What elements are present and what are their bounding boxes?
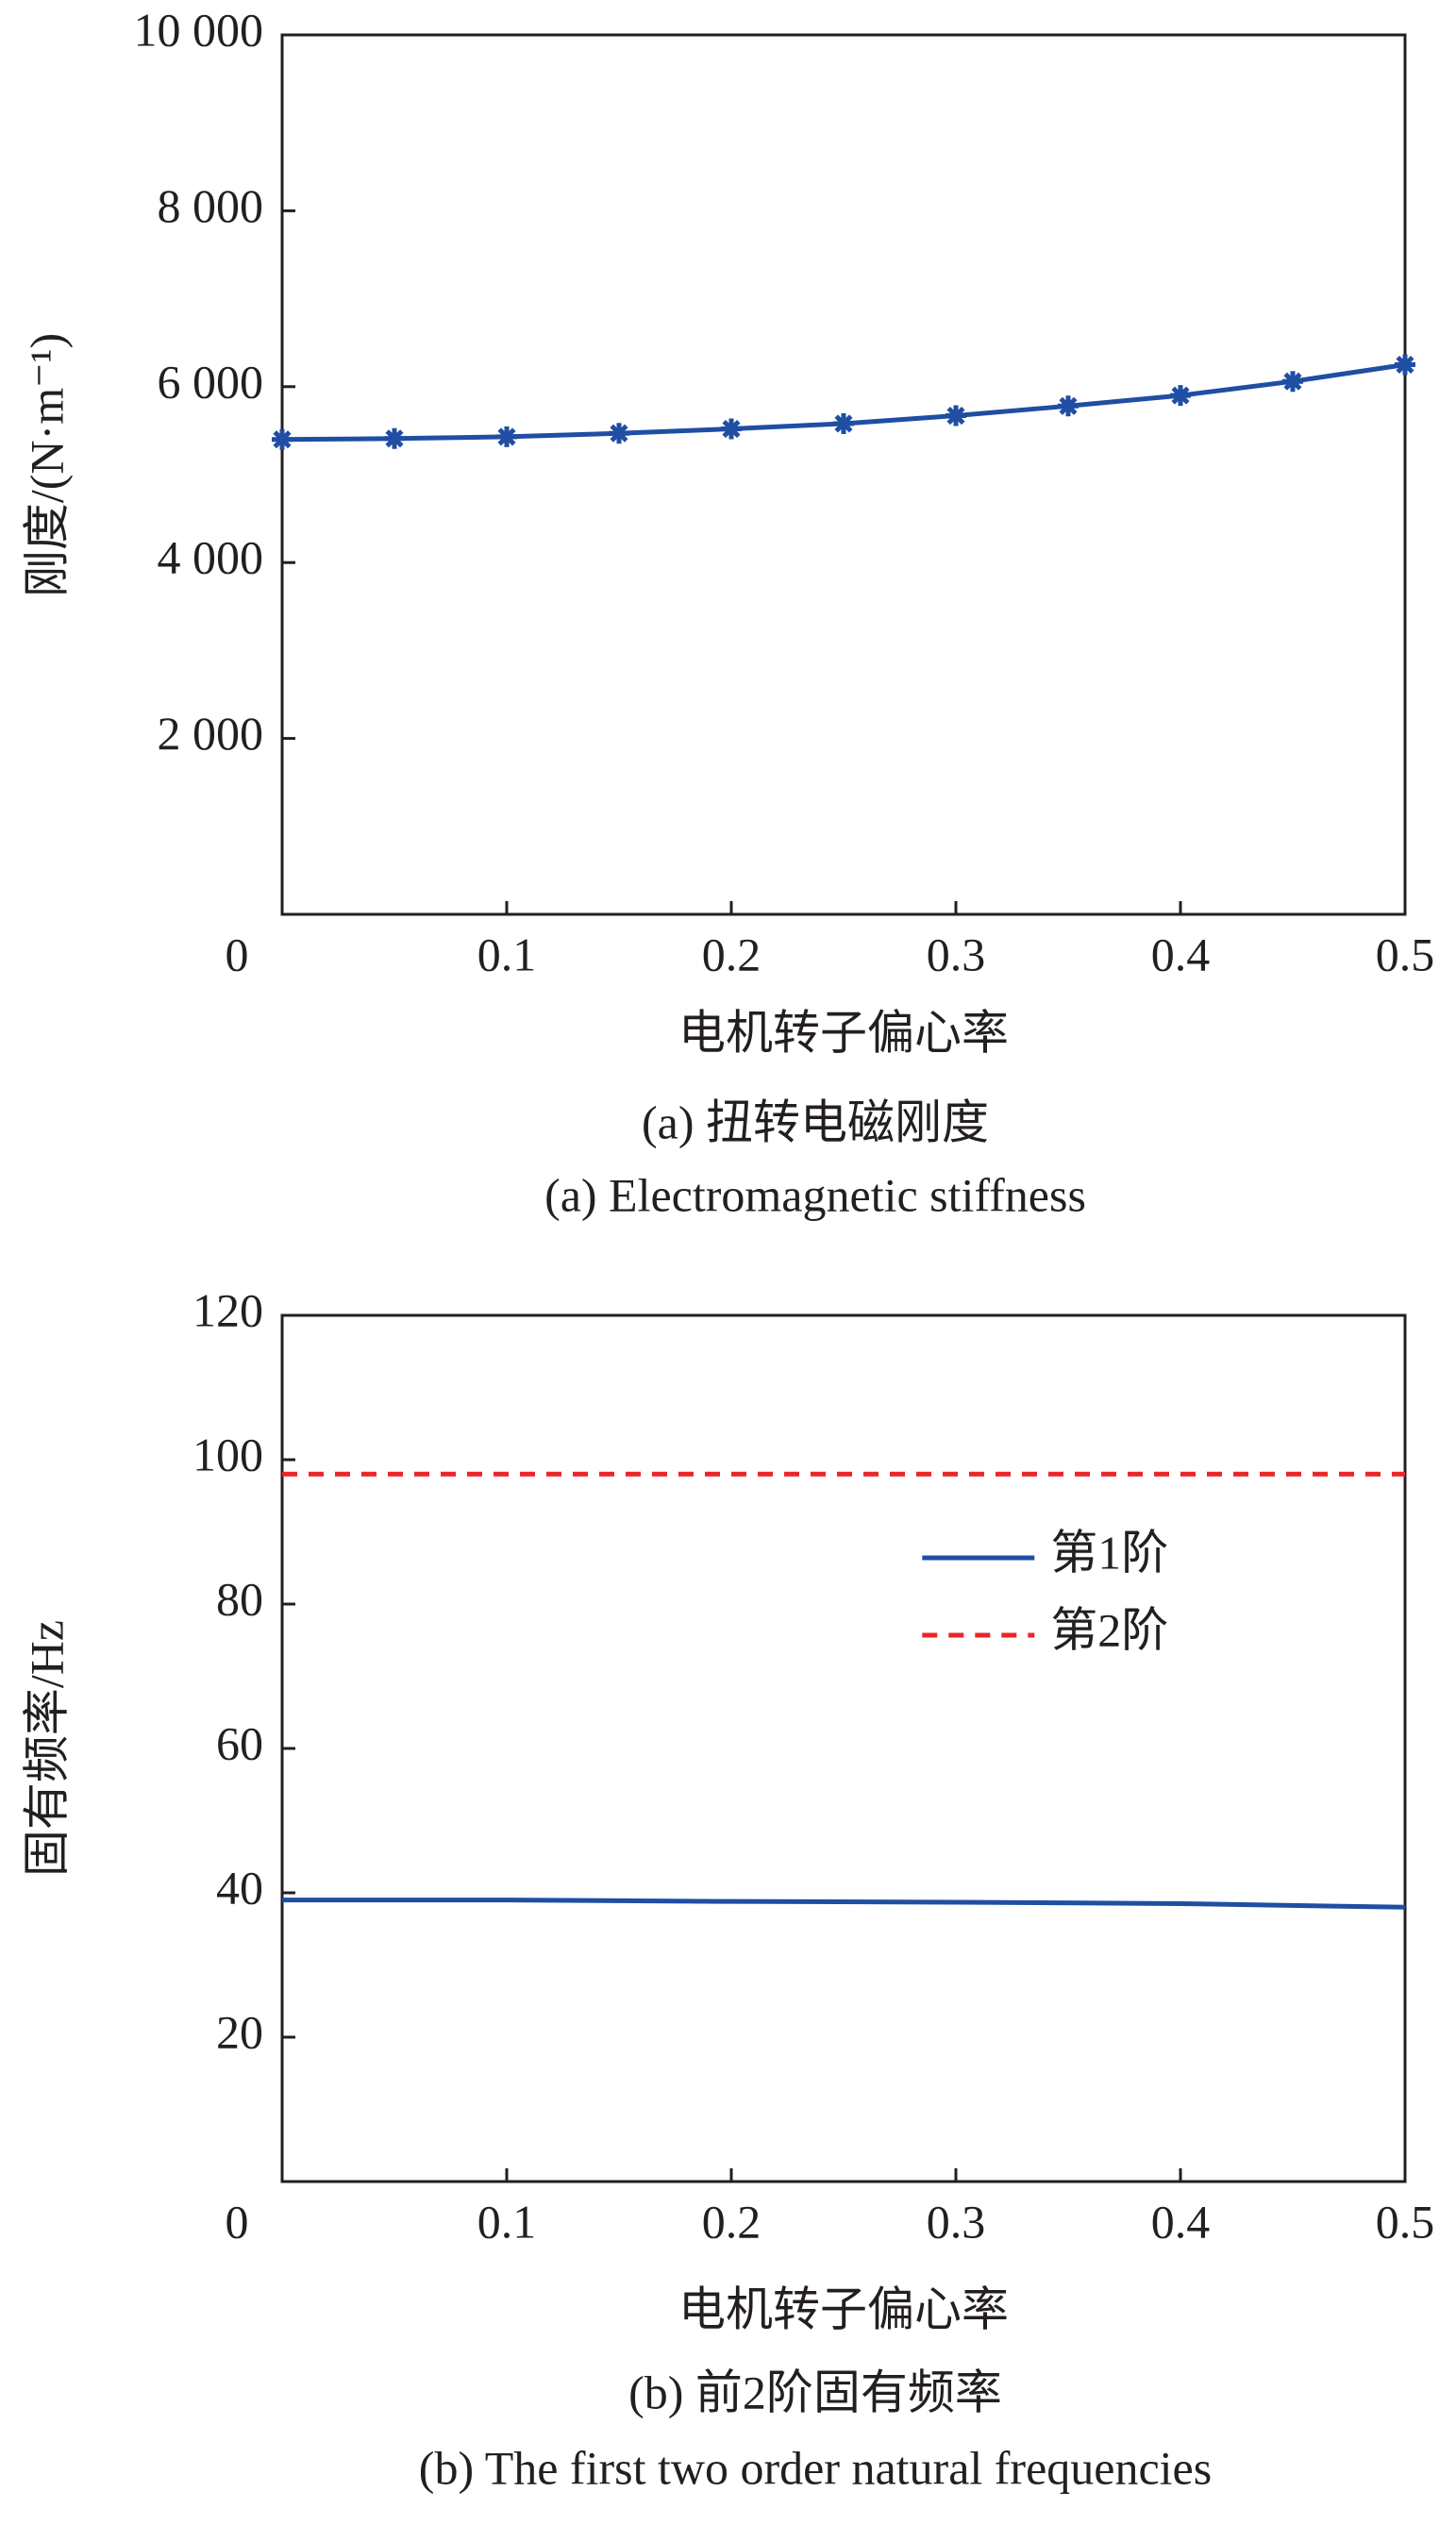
y-tick-label: 100	[192, 1428, 263, 1480]
marker	[1282, 371, 1303, 393]
x-tick-label: 0.5	[1376, 928, 1435, 980]
x-axis-label: 电机转子偏心率	[678, 2283, 1009, 2335]
x-tick-label: 0.1	[477, 2195, 537, 2248]
y-tick-label: 2 000	[158, 707, 264, 760]
x-tick-label: 0.1	[477, 928, 537, 980]
x-tick-label: 0.4	[1151, 928, 1211, 980]
marker	[1058, 395, 1079, 417]
series-line	[282, 1898, 1406, 1910]
y-tick-label: 80	[216, 1572, 263, 1625]
y-tick-label: 4 000	[158, 531, 264, 584]
legend-label: 第1阶	[1050, 1527, 1168, 1580]
y-tick-label: 40	[216, 1861, 263, 1914]
x-tick-label: 0	[226, 2195, 249, 2248]
plot-frame	[280, 33, 1407, 916]
plot-frame	[280, 1313, 1407, 2183]
marker	[1395, 354, 1415, 376]
caption: (b) The first two order natural frequenc…	[419, 2441, 1212, 2494]
caption: (a) 扭转电磁刚度	[642, 1095, 989, 1148]
x-tick-label: 0.4	[1151, 2195, 1211, 2248]
y-tick-label: 120	[192, 1283, 263, 1336]
marker	[384, 427, 405, 449]
y-tick-label: 20	[216, 2005, 263, 2058]
caption: (b) 前2阶固有频率	[628, 2366, 1002, 2418]
x-tick-label: 0.3	[927, 2195, 986, 2248]
x-axis-label: 电机转子偏心率	[678, 1006, 1009, 1059]
x-tick-label: 0.5	[1376, 2195, 1435, 2248]
marker	[609, 423, 629, 444]
y-tick-label: 60	[216, 1716, 263, 1769]
marker	[1170, 385, 1191, 407]
y-tick-label: 8 000	[158, 179, 264, 232]
marker	[946, 405, 966, 426]
y-tick-label: 6 000	[158, 355, 264, 408]
y-tick-label: 10 000	[134, 3, 264, 56]
legend-label: 第2阶	[1050, 1604, 1168, 1657]
marker	[833, 412, 854, 434]
x-tick-label: 0.2	[702, 928, 761, 980]
y-axis-label: 固有频率/Hz	[20, 1620, 73, 1877]
marker	[272, 428, 293, 450]
marker	[721, 418, 742, 440]
x-tick-label: 0.2	[702, 2195, 761, 2248]
y-axis-label: 刚度/(N·m⁻¹)	[20, 333, 73, 597]
marker	[496, 426, 517, 447]
x-tick-label: 0.3	[927, 928, 986, 980]
caption: (a) Electromagnetic stiffness	[544, 1168, 1086, 1221]
x-tick-label: 0	[226, 928, 249, 980]
